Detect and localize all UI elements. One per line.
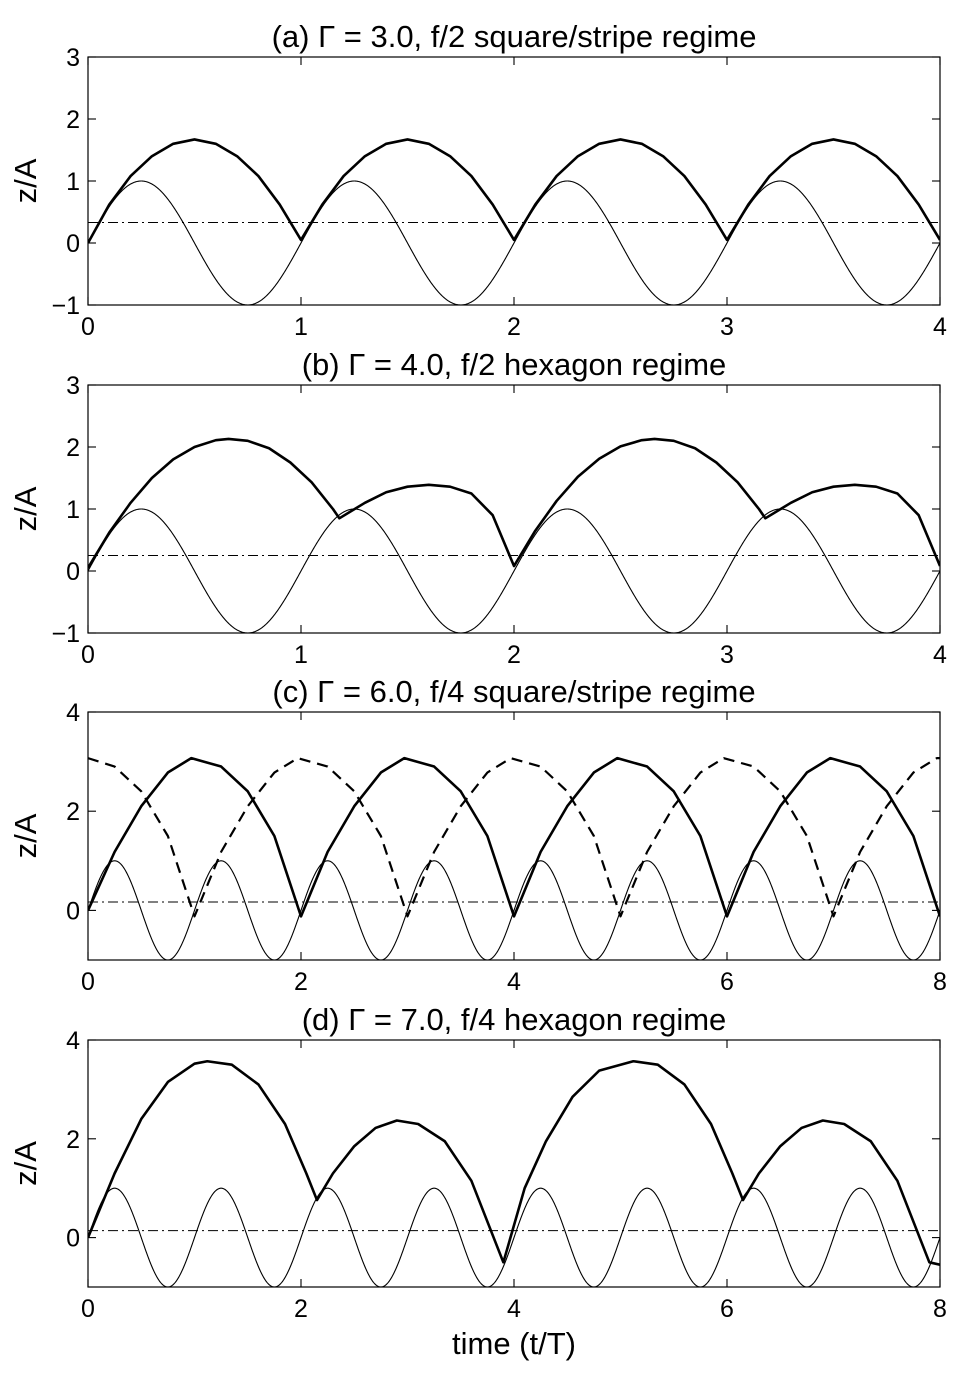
x-tick-label: 2: [294, 1295, 308, 1323]
y-axis-label: z/A: [8, 1141, 43, 1186]
panel-4: (d) Γ = 7.0, f/4 hexagon regime z/A time (…: [8, 1002, 947, 1361]
y-tick-label: 0: [66, 558, 80, 586]
panel-2: (b) Γ = 4.0, f/2 hexagon regime z/A 0 1 2 3 4 −…: [8, 347, 947, 669]
series-thin-solid: [88, 1187, 940, 1287]
series-thick-solid: [88, 1059, 940, 1267]
plot-area: [88, 138, 940, 305]
panel-1: (a) Γ = 3.0, f/2 square/stripe regime z/A…: [8, 19, 947, 341]
x-tick-label: 8: [933, 1295, 947, 1323]
x-tick-label: 3: [720, 313, 734, 341]
plot-area: [88, 1059, 940, 1287]
plot-area: [88, 756, 940, 960]
series-thin-solid: [88, 508, 940, 633]
y-axis-label: z/A: [8, 813, 43, 858]
x-tick-label: 8: [933, 968, 947, 996]
panel-title: (c) Γ = 6.0, f/4 square/stripe regime: [272, 674, 755, 709]
x-tick-label: 6: [720, 968, 734, 996]
y-tick-label: 1: [66, 168, 80, 196]
x-tick-label: 1: [294, 313, 308, 341]
axes-frame: [87, 56, 941, 306]
y-tick-label: 0: [66, 1225, 80, 1253]
panel-title: (d) Γ = 7.0, f/4 hexagon regime: [302, 1002, 727, 1037]
x-tick-label: 2: [507, 313, 521, 341]
series-thick-solid: [88, 437, 940, 569]
x-tick-label: 1: [294, 641, 308, 669]
y-tick-label: 4: [66, 1027, 80, 1055]
y-tick-label: 2: [66, 434, 80, 462]
x-tick-label: 0: [81, 1295, 95, 1323]
x-tick-label: 4: [933, 313, 947, 341]
y-tick-label: −1: [51, 620, 80, 648]
x-tick-label: 2: [294, 968, 308, 996]
x-axis-label: time (t/T): [452, 1326, 576, 1361]
y-tick-label: 2: [66, 106, 80, 134]
y-tick-label: 1: [66, 496, 80, 524]
y-axis-label: z/A: [8, 486, 43, 531]
x-tick-label: 0: [81, 641, 95, 669]
x-tick-label: 0: [81, 968, 95, 996]
x-tick-label: 4: [933, 641, 947, 669]
y-tick-label: 2: [66, 798, 80, 826]
y-tick-label: 3: [66, 44, 80, 72]
panel-title: (a) Γ = 3.0, f/2 square/stripe regime: [272, 19, 757, 54]
x-tick-label: 0: [81, 313, 95, 341]
y-tick-label: −1: [51, 292, 80, 320]
series-thin-solid: [88, 180, 940, 305]
y-tick-label: 4: [66, 699, 80, 727]
plot-area: [88, 437, 940, 633]
panel-title: (b) Γ = 4.0, f/2 hexagon regime: [302, 347, 727, 382]
axes-frame: [87, 711, 941, 961]
x-tick-label: 4: [507, 968, 521, 996]
series-thick-solid: [88, 138, 940, 244]
y-tick-label: 0: [66, 897, 80, 925]
axes-frame: [87, 384, 941, 634]
y-tick-label: 0: [66, 230, 80, 258]
y-axis-label: z/A: [8, 158, 43, 203]
series-thin-solid: [88, 860, 940, 960]
x-tick-label: 6: [720, 1295, 734, 1323]
series-dashed: [88, 757, 940, 918]
panel-3: (c) Γ = 6.0, f/4 square/stripe regime z/A…: [8, 674, 947, 996]
axes-frame: [87, 1039, 941, 1288]
y-tick-label: 2: [66, 1126, 80, 1154]
series-thick-solid: [88, 756, 940, 918]
y-tick-label: 3: [66, 372, 80, 400]
x-tick-label: 2: [507, 641, 521, 669]
x-tick-label: 3: [720, 641, 734, 669]
x-tick-label: 4: [507, 1295, 521, 1323]
